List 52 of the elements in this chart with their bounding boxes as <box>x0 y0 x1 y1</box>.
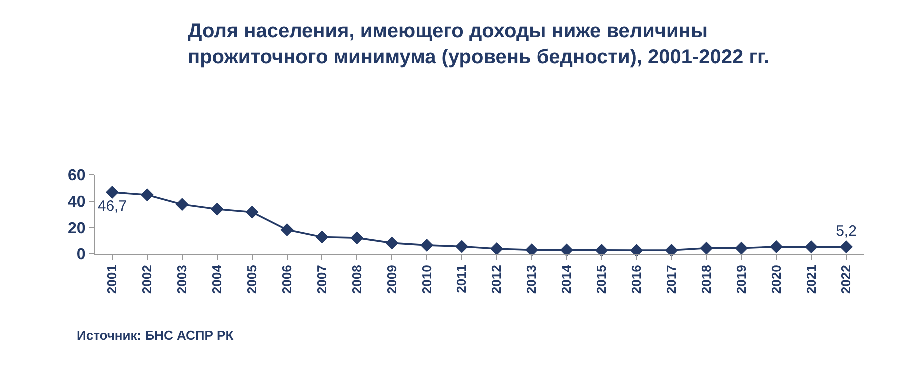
x-tick-label: 2004 <box>210 264 225 294</box>
x-tick-label: 2018 <box>698 265 714 294</box>
x-tick-label: 2009 <box>384 265 400 294</box>
x-tick-label: 2006 <box>279 265 294 294</box>
x-tick-label: 2012 <box>489 265 504 294</box>
point <box>386 236 399 250</box>
point <box>106 186 119 200</box>
point <box>420 238 434 252</box>
x-tick-label: 2019 <box>734 265 749 294</box>
x-tick-label: 2014 <box>559 264 574 294</box>
data-label: 5,2 <box>836 223 857 240</box>
point <box>735 242 748 255</box>
x-tick-label: 2005 <box>244 265 260 294</box>
x-tick-label: 2008 <box>349 265 364 294</box>
y-tick-label: 60 <box>68 168 86 185</box>
x-tick-label: 2001 <box>104 265 120 294</box>
data-label: 46,7 <box>98 198 128 216</box>
x-tick-label: 2016 <box>629 265 644 294</box>
y-tick-label: 40 <box>68 194 86 211</box>
point <box>246 206 259 219</box>
point <box>525 244 538 257</box>
point <box>280 224 294 237</box>
point <box>840 240 854 254</box>
y-tick-label: 20 <box>68 220 86 238</box>
point <box>140 188 154 202</box>
x-tick-label: 2020 <box>768 265 784 294</box>
point <box>805 240 818 254</box>
point <box>770 240 784 254</box>
point <box>176 198 189 212</box>
point <box>700 242 714 255</box>
x-tick-label: 2002 <box>140 265 155 294</box>
x-tick-label: 2015 <box>594 265 610 294</box>
x-tick-label: 2010 <box>419 265 434 294</box>
point <box>630 244 644 258</box>
x-tick-label: 2021 <box>804 265 819 294</box>
x-tick-label: 2007 <box>314 265 330 294</box>
point <box>456 240 469 254</box>
point <box>490 242 504 256</box>
x-tick-label: 2003 <box>174 265 190 294</box>
y-tick-label: 0 <box>76 246 86 264</box>
point <box>316 230 329 244</box>
point <box>560 244 574 257</box>
point <box>665 244 678 257</box>
point <box>350 232 364 245</box>
point <box>210 202 224 216</box>
chart-title: Доля населения, имеющего доходы ниже величины прожиточного минимума (уровень бедности), 2001-2022 гг. <box>188 20 770 69</box>
x-tick-label: 2011 <box>454 265 470 294</box>
x-tick-label: 2017 <box>664 265 679 294</box>
x-tick-label: 2013 <box>524 265 540 294</box>
x-tick-label: 2022 <box>838 265 854 294</box>
text: Источник: БНС АСПР РК <box>77 328 234 343</box>
point <box>595 244 608 257</box>
